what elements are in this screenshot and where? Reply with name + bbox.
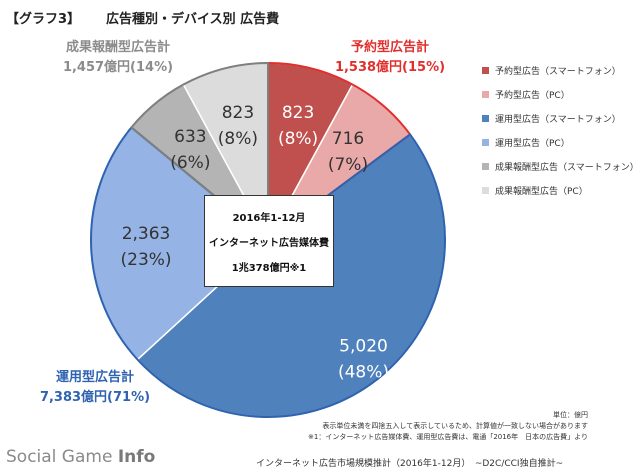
rounding-note: 表示単位未満を四捨五入して表示しているため、計算値が一致しない場合があります — [322, 422, 588, 430]
slice-percent-label: (23%) — [121, 250, 172, 270]
group-label-unyo: 運用型広告計 7,383億円(71%) — [20, 368, 170, 408]
legend-label: 運用型広告（スマートフォン） — [495, 114, 621, 125]
legend-swatch — [482, 66, 489, 74]
legend-label: 予約型広告（スマートフォン） — [495, 66, 621, 77]
slice-percent-label: (48%) — [338, 363, 389, 383]
group-outline-yoyaku — [267, 62, 412, 241]
legend-item: 予約型広告（PC） — [482, 82, 639, 106]
legend-swatch — [482, 162, 489, 170]
group-total: 1,538億円(15%) — [334, 60, 446, 75]
slice-value-label: 716 — [332, 129, 364, 149]
group-total: 1,457億円(14%) — [62, 60, 174, 75]
group-label-yoyaku: 予約型広告計 1,538億円(15%) — [330, 38, 450, 78]
chart-title-text: 広告種別・デバイス別 広告費 — [106, 12, 280, 27]
legend-item: 予約型広告（スマートフォン） — [482, 58, 639, 82]
legend-item: 運用型広告（PC） — [482, 130, 639, 154]
group-outline-unyo — [90, 126, 446, 418]
group-label-seika: 成果報酬型広告計 1,457億円(14%) — [48, 38, 188, 78]
slice-percent-label: (8%) — [218, 129, 258, 149]
legend-swatch — [482, 90, 489, 98]
watermark: Social Game Info — [6, 447, 155, 467]
legend-label: 成果報酬型広告（PC） — [495, 186, 588, 197]
slice-value-label: 5,020 — [339, 337, 388, 357]
slice-percent-label: (8%) — [278, 129, 318, 149]
unit-note: 単位：億円 — [553, 411, 588, 419]
legend-swatch — [482, 114, 489, 122]
chart-title: 【グラフ3】 広告種別・デバイス別 広告費 — [6, 8, 279, 27]
slice-percent-label: (6%) — [170, 153, 210, 173]
legend-label: 運用型広告（PC） — [495, 138, 570, 149]
legend-label: 成果報酬型広告（スマートフォン） — [495, 162, 639, 173]
legend-item: 運用型広告（スマートフォン） — [482, 106, 639, 130]
figure-label: 【グラフ3】 — [6, 12, 81, 27]
center-label: インターネット広告媒体費 — [209, 238, 329, 249]
group-name: 運用型広告計 — [55, 370, 134, 385]
watermark-part1: Social Game — [6, 447, 118, 467]
watermark-part2: Info — [117, 447, 156, 467]
slice-value-label: 633 — [174, 127, 206, 147]
group-total: 7,383億円(71%) — [39, 390, 151, 405]
legend: 予約型広告（スマートフォン） 予約型広告（PC） 運用型広告（スマートフォン） … — [482, 58, 639, 202]
source-caption: インターネット広告市場規模推計（2016年1-12月） ~D2C/CCI独自推計… — [256, 459, 564, 469]
group-name: 予約型広告計 — [350, 40, 429, 55]
legend-swatch — [482, 186, 489, 194]
center-total-box: 2016年1-12月 インターネット広告媒体費 1兆378億円※1 — [204, 195, 334, 287]
legend-item: 成果報酬型広告（PC） — [482, 178, 639, 202]
notes: 単位：億円 表示単位未満を四捨五入して表示しているため、計算値が一致しない場合が… — [308, 410, 588, 443]
group-outline-seika — [130, 62, 269, 241]
legend-item: 成果報酬型広告（スマートフォン） — [482, 154, 639, 178]
legend-swatch — [482, 138, 489, 146]
slice-value-label: 823 — [222, 103, 254, 123]
center-period: 2016年1-12月 — [232, 213, 306, 224]
slice-value-label: 823 — [282, 103, 314, 123]
group-name: 成果報酬型広告計 — [65, 40, 170, 55]
footnote: ※1：インターネット広告媒体費、運用型広告費は、電通「2016年 日本の広告費」… — [308, 433, 588, 441]
center-total: 1兆378億円※1 — [231, 263, 307, 274]
legend-label: 予約型広告（PC） — [495, 90, 570, 101]
slice-percent-label: (7%) — [328, 155, 368, 175]
slice-value-label: 2,363 — [122, 224, 171, 244]
